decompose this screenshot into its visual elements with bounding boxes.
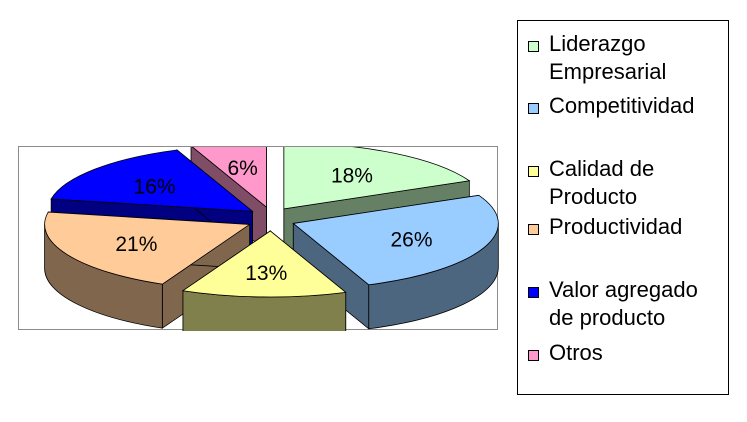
- pie-chart: 18% 26% 13% 21% 16% 6%: [44, 147, 499, 331]
- legend-label: Otros: [549, 340, 603, 365]
- slice-top: [44, 211, 251, 285]
- legend: Liderazgo Empresarial Competitividad Cal…: [517, 20, 729, 395]
- legend-label: Liderazgo Empresarial: [549, 31, 667, 84]
- legend-swatch: [528, 224, 539, 235]
- slice-top: [181, 230, 347, 298]
- slice-top: [283, 147, 471, 210]
- legend-label: Calidad de Producto: [549, 156, 655, 209]
- legend-swatch: [528, 350, 539, 361]
- data-label-valor-agregado: 16%: [134, 175, 176, 198]
- data-label-calidad: 13%: [245, 262, 287, 285]
- slice-top: [50, 149, 254, 212]
- plot-area: 18% 26% 13% 21% 16% 6%: [18, 146, 499, 331]
- legend-label: Valor agregado de producto: [549, 277, 698, 330]
- data-label-liderazgo: 18%: [331, 164, 373, 187]
- legend-swatch: [528, 166, 539, 177]
- data-label-productividad: 21%: [115, 233, 157, 256]
- legend-label: Competitividad: [549, 93, 695, 118]
- slice-top: [292, 194, 499, 286]
- pie-slice-calidad: [181, 230, 347, 331]
- data-label-otros: 6%: [228, 157, 258, 180]
- legend-swatch: [528, 103, 539, 114]
- slice-top: [191, 147, 267, 209]
- legend-label: Productividad: [549, 214, 683, 239]
- data-label-competitividad: 26%: [390, 228, 432, 251]
- legend-swatch: [528, 41, 539, 52]
- legend-swatch: [528, 287, 539, 298]
- pie-slice-competitividad: [292, 194, 499, 330]
